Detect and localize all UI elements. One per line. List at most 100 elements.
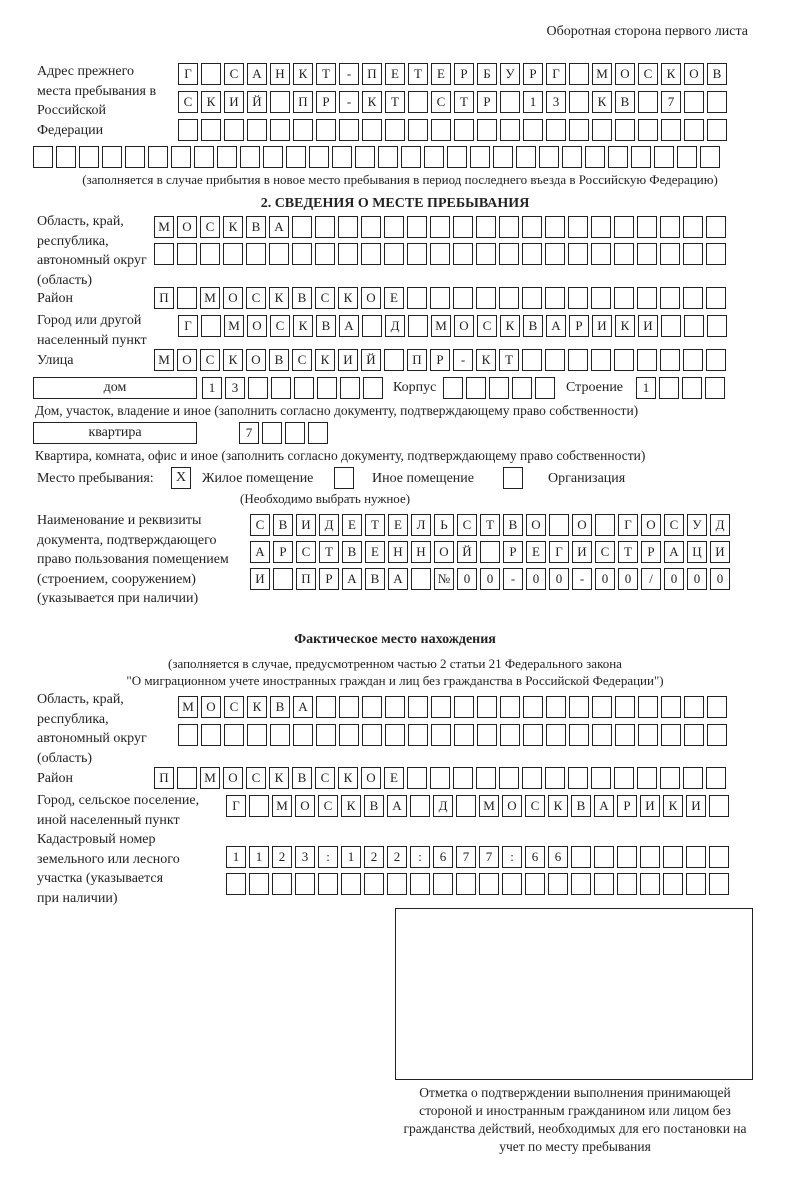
char-cell[interactable] [638,724,658,746]
char-cell[interactable]: О [361,287,381,309]
char-cell[interactable] [545,243,565,265]
char-cell[interactable]: Р [319,568,339,590]
char-cell[interactable]: № [434,568,454,590]
char-cell[interactable]: К [201,91,221,113]
char-cell[interactable] [545,349,565,371]
char-cell[interactable] [568,216,588,238]
char-cell[interactable]: П [407,349,427,371]
char-cell[interactable] [292,216,312,238]
char-cell[interactable]: Ц [687,541,707,563]
char-cell[interactable] [201,724,221,746]
char-cell[interactable] [148,146,168,168]
char-cell[interactable] [316,724,336,746]
char-cell[interactable]: О [246,349,266,371]
char-cell[interactable]: Е [385,63,405,85]
char-cell[interactable]: О [177,216,197,238]
char-cell[interactable] [477,724,497,746]
char-cell[interactable]: Н [270,63,290,85]
char-cell[interactable] [240,146,260,168]
char-cell[interactable]: В [523,315,543,337]
char-cell[interactable] [466,377,486,399]
char-cell[interactable]: С [457,514,477,536]
char-cell[interactable] [338,216,358,238]
char-cell[interactable]: О [361,767,381,789]
char-cell[interactable] [637,767,657,789]
char-cell[interactable] [706,216,726,238]
char-cell[interactable] [594,873,614,895]
char-cell[interactable] [407,243,427,265]
char-cell[interactable]: Г [226,795,246,817]
char-cell[interactable] [431,724,451,746]
char-cell[interactable] [476,287,496,309]
char-cell[interactable]: В [615,91,635,113]
char-cell[interactable] [384,349,404,371]
char-cell[interactable] [201,119,221,141]
char-cell[interactable] [707,119,727,141]
char-cell[interactable] [684,315,704,337]
char-cell[interactable]: О [223,767,243,789]
checkbox-residential[interactable]: X [171,467,191,489]
char-cell[interactable] [362,315,382,337]
char-cell[interactable] [125,146,145,168]
char-cell[interactable]: С [224,63,244,85]
char-cell[interactable]: В [503,514,523,536]
char-cell[interactable] [707,724,727,746]
char-cell[interactable] [200,243,220,265]
char-cell[interactable] [177,287,197,309]
char-cell[interactable]: И [638,315,658,337]
char-cell[interactable] [660,243,680,265]
char-cell[interactable]: К [500,315,520,337]
char-cell[interactable]: Т [408,63,428,85]
char-cell[interactable]: К [223,216,243,238]
char-cell[interactable]: О [223,287,243,309]
char-cell[interactable] [384,216,404,238]
char-cell[interactable]: С [315,767,335,789]
char-cell[interactable]: В [342,541,362,563]
char-cell[interactable]: : [318,846,338,868]
char-cell[interactable] [430,767,450,789]
char-cell[interactable]: М [154,349,174,371]
char-cell[interactable]: Д [710,514,730,536]
char-cell[interactable]: С [315,287,335,309]
char-cell[interactable] [361,243,381,265]
char-cell[interactable] [637,216,657,238]
char-cell[interactable] [470,146,490,168]
char-cell[interactable] [407,216,427,238]
char-cell[interactable] [408,724,428,746]
char-cell[interactable]: - [572,568,592,590]
char-cell[interactable] [456,873,476,895]
char-cell[interactable] [453,243,473,265]
char-cell[interactable]: И [296,514,316,536]
char-cell[interactable] [424,146,444,168]
char-cell[interactable]: М [272,795,292,817]
char-cell[interactable]: Е [384,287,404,309]
char-cell[interactable] [339,696,359,718]
char-cell[interactable] [293,724,313,746]
char-cell[interactable] [385,724,405,746]
char-cell[interactable] [454,119,474,141]
char-cell[interactable]: В [273,514,293,536]
char-cell[interactable]: Г [178,63,198,85]
char-cell[interactable]: С [525,795,545,817]
char-cell[interactable] [638,119,658,141]
char-cell[interactable]: С [595,541,615,563]
char-cell[interactable]: К [362,91,382,113]
char-cell[interactable] [338,243,358,265]
char-cell[interactable] [663,846,683,868]
char-cell[interactable] [408,119,428,141]
char-cell[interactable] [660,349,680,371]
char-cell[interactable]: С [638,63,658,85]
char-cell[interactable]: И [250,568,270,590]
char-cell[interactable] [592,696,612,718]
char-cell[interactable] [292,243,312,265]
char-cell[interactable] [546,724,566,746]
char-cell[interactable]: К [592,91,612,113]
char-cell[interactable] [201,315,221,337]
char-cell[interactable]: Р [430,349,450,371]
char-cell[interactable] [568,767,588,789]
char-cell[interactable]: О [434,541,454,563]
char-cell[interactable] [226,873,246,895]
char-cell[interactable]: Е [384,767,404,789]
